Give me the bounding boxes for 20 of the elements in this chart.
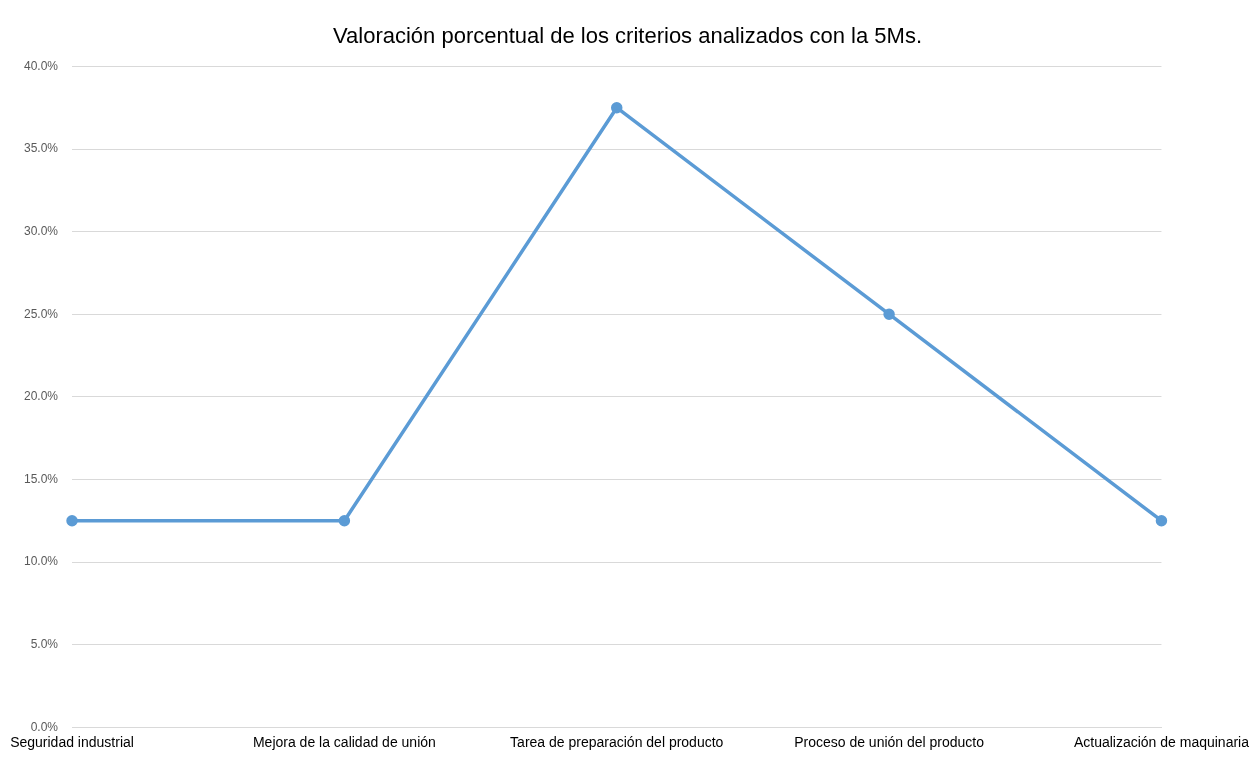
- chart-title: Valoración porcentual de los criterios analizados con la 5Ms.: [332, 23, 923, 49]
- y-tick-label: 30.0%: [23, 223, 59, 238]
- point: [610, 101, 623, 114]
- point: [883, 308, 895, 320]
- x-tick-label: Seguridad industrial: [10, 734, 134, 751]
- y-tick-label: 15.0%: [23, 471, 59, 486]
- point: [66, 514, 78, 527]
- x-tick-label: Tarea de preparación del producto: [510, 734, 724, 751]
- y-tick-label: 25.0%: [23, 306, 59, 321]
- x-tick-label: Actualización de maquinaria: [1073, 734, 1250, 751]
- y-tick-label: 20.0%: [23, 389, 59, 404]
- point: [338, 514, 351, 527]
- x-tick-label: Mejora de la calidad de unión: [252, 734, 436, 751]
- x-tick-label: Proceso de unión del producto: [794, 734, 985, 751]
- y-tick-label: 40.0%: [23, 58, 59, 73]
- y-tick-label: 5.0%: [30, 636, 59, 651]
- y-tick-label: 0.0%: [30, 719, 59, 734]
- point: [1155, 514, 1168, 527]
- y-tick-label: 10.0%: [23, 554, 59, 569]
- y-tick-label: 35.0%: [23, 141, 59, 156]
